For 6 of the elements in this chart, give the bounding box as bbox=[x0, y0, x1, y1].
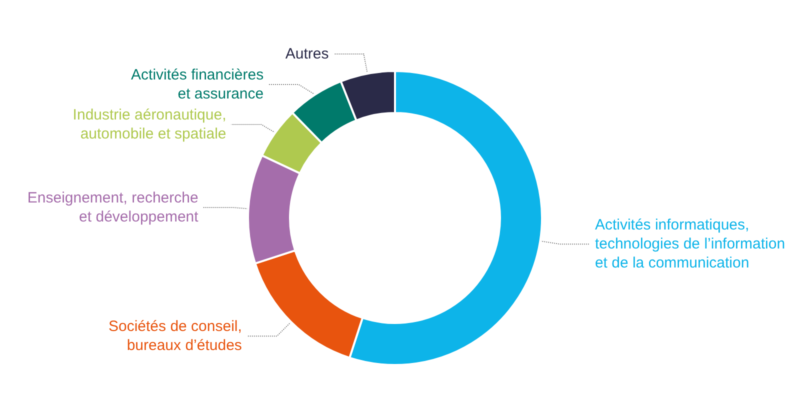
slice-label: Enseignement, recherche et développement bbox=[27, 190, 200, 226]
slice-label: Activités informatiques, technologies de l’information et de la communication bbox=[594, 216, 786, 272]
slice-label: Sociétés de conseil, bureaux d’études bbox=[108, 318, 242, 354]
slice-label: Activités financières et assurance bbox=[131, 66, 264, 102]
slice-label: Autres bbox=[285, 45, 329, 62]
slice-label: Industrie aéronautique, automobile et spatiale bbox=[72, 106, 226, 142]
